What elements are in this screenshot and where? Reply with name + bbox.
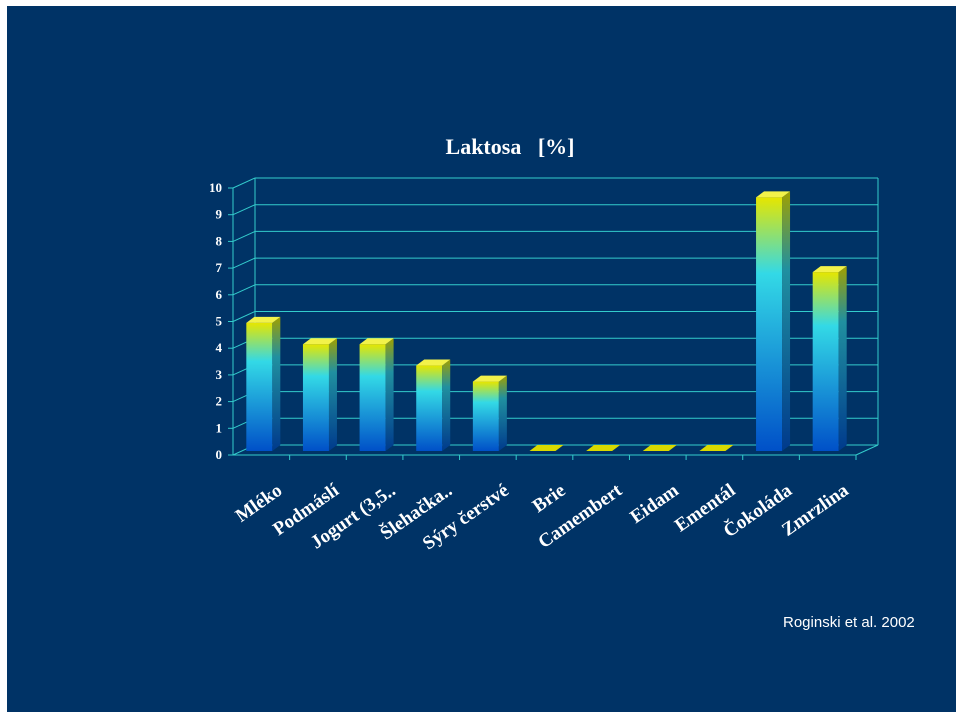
- y-tick-label: 10: [209, 180, 222, 195]
- gridline-depth: [232, 230, 256, 242]
- y-tick-label: 4: [216, 340, 223, 355]
- y-tick-label: 7: [216, 260, 223, 275]
- bar: [756, 191, 791, 451]
- y-tick-label: 1: [216, 420, 223, 435]
- gridline-depth: [232, 204, 256, 216]
- y-tick-label: 8: [216, 233, 223, 248]
- gridline-depth: [232, 284, 256, 296]
- chart-svg: Laktosa [%] 0 1 2 3 4 5 6 7 8 9 10 MlékoPodmáslíJo…: [209, 134, 879, 555]
- gridline-depth: [232, 311, 256, 322]
- y-tick-label: 9: [216, 207, 223, 222]
- y-tick-labels: 0 1 2 3 4 5 6 7 8 9 10: [209, 180, 233, 462]
- bar: [812, 266, 847, 451]
- y-tick-label: 2: [216, 394, 223, 409]
- y-tick-label: 0: [216, 447, 223, 462]
- floor-line: [855, 444, 879, 456]
- chart-slide: Laktosa [%] 0 1 2 3 4 5 6 7 8 9 10 Mléko Podmáslí Jo…: [7, 6, 956, 712]
- source-citation: Roginski et al. 2002: [783, 614, 915, 631]
- y-tick-label: 3: [216, 367, 223, 382]
- bar: [246, 316, 281, 451]
- bars: [246, 191, 857, 460]
- x-tick-label: Brie: [529, 480, 570, 517]
- bar: [302, 338, 337, 451]
- bar: [699, 445, 734, 451]
- y-tick-label: 5: [216, 314, 223, 329]
- bar: [359, 338, 394, 451]
- bar: [416, 359, 451, 451]
- bar: [642, 445, 677, 451]
- gridline-depth: [232, 257, 256, 269]
- gridline-depth: [232, 177, 256, 189]
- bar: [472, 375, 507, 451]
- chart-title: Laktosa [%]: [446, 134, 575, 159]
- y-tick-label: 6: [216, 287, 223, 302]
- bar: [586, 445, 621, 451]
- bar: [529, 445, 564, 451]
